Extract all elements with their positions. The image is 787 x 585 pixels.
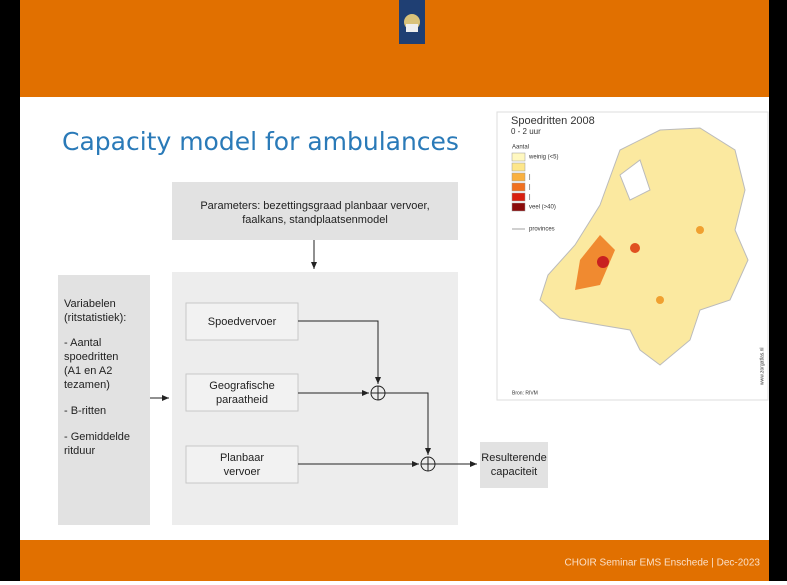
box-label: Parameters: bezettingsgraad planbaar ver… xyxy=(200,200,429,212)
text: - Aantal xyxy=(64,337,101,349)
logo xyxy=(399,0,425,44)
legend-title: Aantal xyxy=(512,145,529,151)
box-label: Resulterende xyxy=(481,452,546,464)
process-box xyxy=(185,373,299,412)
text: - B-ritten xyxy=(64,405,106,417)
box-label: Spoedvervoer xyxy=(208,316,277,328)
map-title: Spoedritten 2008 xyxy=(511,115,595,127)
diagram: Parameters: bezettingsgraad planbaar ver… xyxy=(58,182,548,525)
text: - Gemiddelde xyxy=(64,431,130,443)
legend-label: | xyxy=(529,175,531,181)
box-label: capaciteit xyxy=(491,466,537,478)
text: Variabelen xyxy=(64,298,116,310)
text: spoedritten xyxy=(64,351,118,363)
box-label: Geografische xyxy=(209,380,274,392)
legend-label: provinces xyxy=(529,227,555,233)
footer-text: CHOIR Seminar EMS Enschede | Dec-2023 xyxy=(565,558,761,569)
legend-label: | xyxy=(529,185,531,191)
slide-title: Capacity model for ambulances xyxy=(62,127,459,156)
variables-text: Variabelen (ritstatistiek): - Aantal spo… xyxy=(64,298,130,457)
map-site: www.zorgatlas.nl xyxy=(759,347,765,385)
box-label: vervoer xyxy=(224,466,261,478)
legend-label: | xyxy=(529,195,531,201)
header-band xyxy=(20,0,769,97)
text: ritduur xyxy=(64,445,96,457)
map-source: Bron: RIVM xyxy=(512,390,538,396)
variables-box xyxy=(58,275,150,525)
box-label: faalkans, standplaatsenmodel xyxy=(242,214,388,226)
parameters-box xyxy=(172,182,458,240)
footer-band xyxy=(20,540,769,581)
map: Spoedritten 2008 0 - 2 uur Aantal weinig… xyxy=(496,111,769,401)
text: (ritstatistiek): xyxy=(64,312,126,324)
text: tezamen) xyxy=(64,379,110,391)
legend-label: weinig (<5) xyxy=(528,155,559,161)
process-box xyxy=(185,302,299,341)
connectors xyxy=(298,320,477,472)
process-box xyxy=(185,445,299,484)
result-box xyxy=(480,442,548,488)
box-label: Planbaar xyxy=(220,452,264,464)
legend-label: veel (>40) xyxy=(529,205,556,211)
map-subtitle: 0 - 2 uur xyxy=(511,127,541,136)
text: (A1 en A2 xyxy=(64,365,112,377)
box-label: paraatheid xyxy=(216,394,268,406)
